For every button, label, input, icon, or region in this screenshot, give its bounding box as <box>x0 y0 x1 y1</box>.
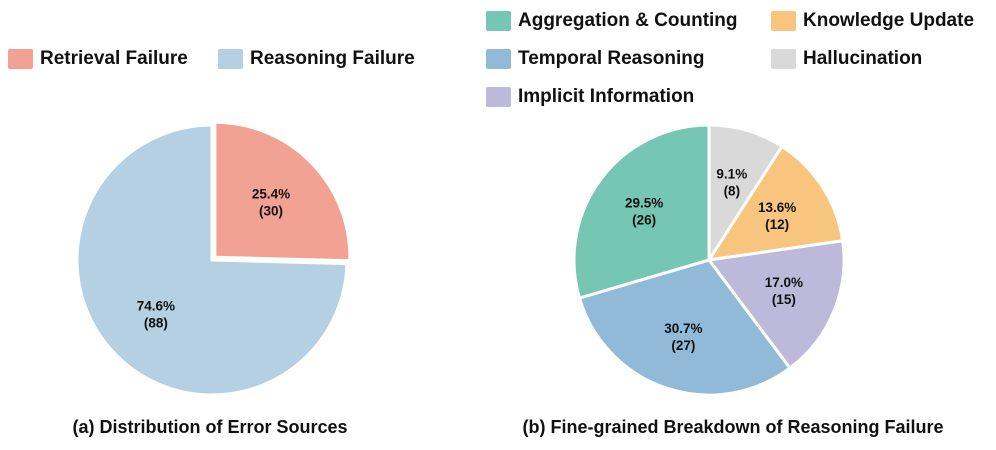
slice-label-temporal-reasoning: 30.7% (27) <box>664 321 702 353</box>
pie-slice-retrieval-failure <box>213 120 352 263</box>
pie-chart-b: 9.1% (8) 13.6% (12) 17.0% (15) 30.7% (27) 29.5%(… <box>572 123 846 397</box>
slice-label-implicit-information: 17.0% (15) <box>765 275 803 307</box>
legend-swatch-hallucination <box>771 49 796 69</box>
legend-item-retrieval-failure: Retrieval Failure <box>8 48 188 70</box>
chart-a: Retrieval Failure Reasoning Failure 25.4… <box>0 0 430 450</box>
legend-label-aggregation-counting: Aggregation & Counting <box>518 10 738 31</box>
slice-label-aggregation-counting: 29.5% (26) <box>625 195 663 227</box>
legend-swatch-retrieval-failure <box>8 49 33 69</box>
legend-item-reasoning-failure: Reasoning Failure <box>218 48 415 70</box>
chart-b: Aggregation & Counting Knowledge Update … <box>470 0 996 450</box>
legend-swatch-reasoning-failure <box>218 49 243 69</box>
legend-item-knowledge-update: Knowledge Update <box>771 10 974 32</box>
chart-a-caption: (a) Distribution of Error Sources <box>72 417 348 437</box>
pie-slice-implicit-information <box>707 239 846 370</box>
legend-item-hallucination: Hallucination <box>771 48 922 70</box>
legend-label-temporal-reasoning: Temporal Reasoning <box>518 48 705 69</box>
legend-label-implicit-information: Implicit Information <box>518 86 695 107</box>
legend-swatch-temporal-reasoning <box>486 49 511 69</box>
pie-slice-temporal-reasoning <box>577 258 792 397</box>
slice-label-knowledge-update: 13.6% (12) <box>758 200 796 232</box>
pie-chart-a: 25.4% (30) 74.6% (88) <box>75 120 352 397</box>
legend-item-temporal-reasoning: Temporal Reasoning <box>486 48 705 70</box>
pie-slice-aggregation-counting <box>572 123 711 300</box>
legend-item-aggregation-counting: Aggregation & Counting <box>486 10 738 32</box>
legend-label-hallucination: Hallucination <box>803 48 923 69</box>
legend-label-knowledge-update: Knowledge Update <box>803 10 975 31</box>
pie-slice-knowledge-update <box>707 144 845 262</box>
slice-label-reasoning-failure: 74.6% (88) <box>137 299 175 331</box>
legend-swatch-aggregation-counting <box>486 11 511 31</box>
legend-item-implicit-information: Implicit Information <box>486 86 694 108</box>
slice-label-retrieval-failure: 25.4% (30) <box>252 187 290 219</box>
legend-label-retrieval-failure: Retrieval Failure <box>40 48 188 69</box>
legend-swatch-implicit-information <box>486 87 511 107</box>
legend-swatch-knowledge-update <box>771 11 796 31</box>
slice-label-hallucination: 9.1% (8) <box>716 166 747 198</box>
legend-label-reasoning-failure: Reasoning Failure <box>250 48 415 69</box>
pie-slice-reasoning-failure <box>75 123 349 397</box>
chart-b-caption: (b) Fine-grained Breakdown of Reasoning … <box>522 417 944 437</box>
